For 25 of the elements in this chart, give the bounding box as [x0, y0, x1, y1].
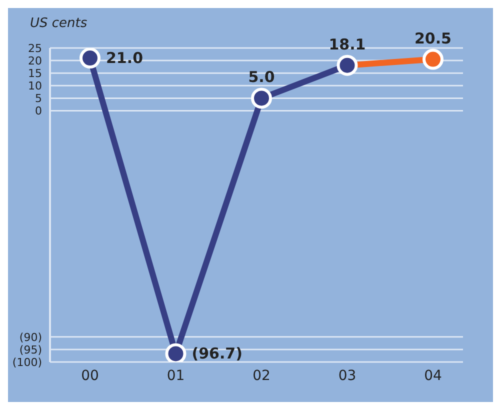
y-tick-label: (90) — [19, 330, 42, 344]
data-label: 5.0 — [248, 68, 275, 86]
x-tick-label: 00 — [81, 368, 99, 384]
data-label: 18.1 — [328, 35, 366, 54]
data-label: (96.7) — [192, 344, 242, 363]
point — [422, 48, 444, 70]
y-tick-label: 10 — [28, 80, 42, 93]
point — [336, 54, 358, 76]
x-tick-label: 03 — [338, 368, 356, 384]
y-tick-label: 5 — [35, 92, 42, 106]
y-tick-label: (100) — [12, 356, 42, 369]
x-tick-label: 02 — [252, 368, 270, 384]
y-tick-label: (95) — [19, 343, 42, 356]
y-tick-label: 0 — [35, 104, 42, 118]
y-tick-label: 20 — [28, 54, 42, 68]
y-axis-title: US cents — [30, 16, 88, 31]
point — [80, 48, 100, 69]
y-tick-label: 15 — [28, 67, 42, 80]
point — [251, 88, 272, 109]
x-tick-label: 04 — [424, 368, 442, 384]
point — [165, 343, 186, 362]
data-label: 21.0 — [106, 49, 144, 68]
x-tick-label: 01 — [166, 368, 185, 384]
y-tick-label: 25 — [28, 42, 42, 55]
data-label: 20.5 — [414, 29, 452, 48]
